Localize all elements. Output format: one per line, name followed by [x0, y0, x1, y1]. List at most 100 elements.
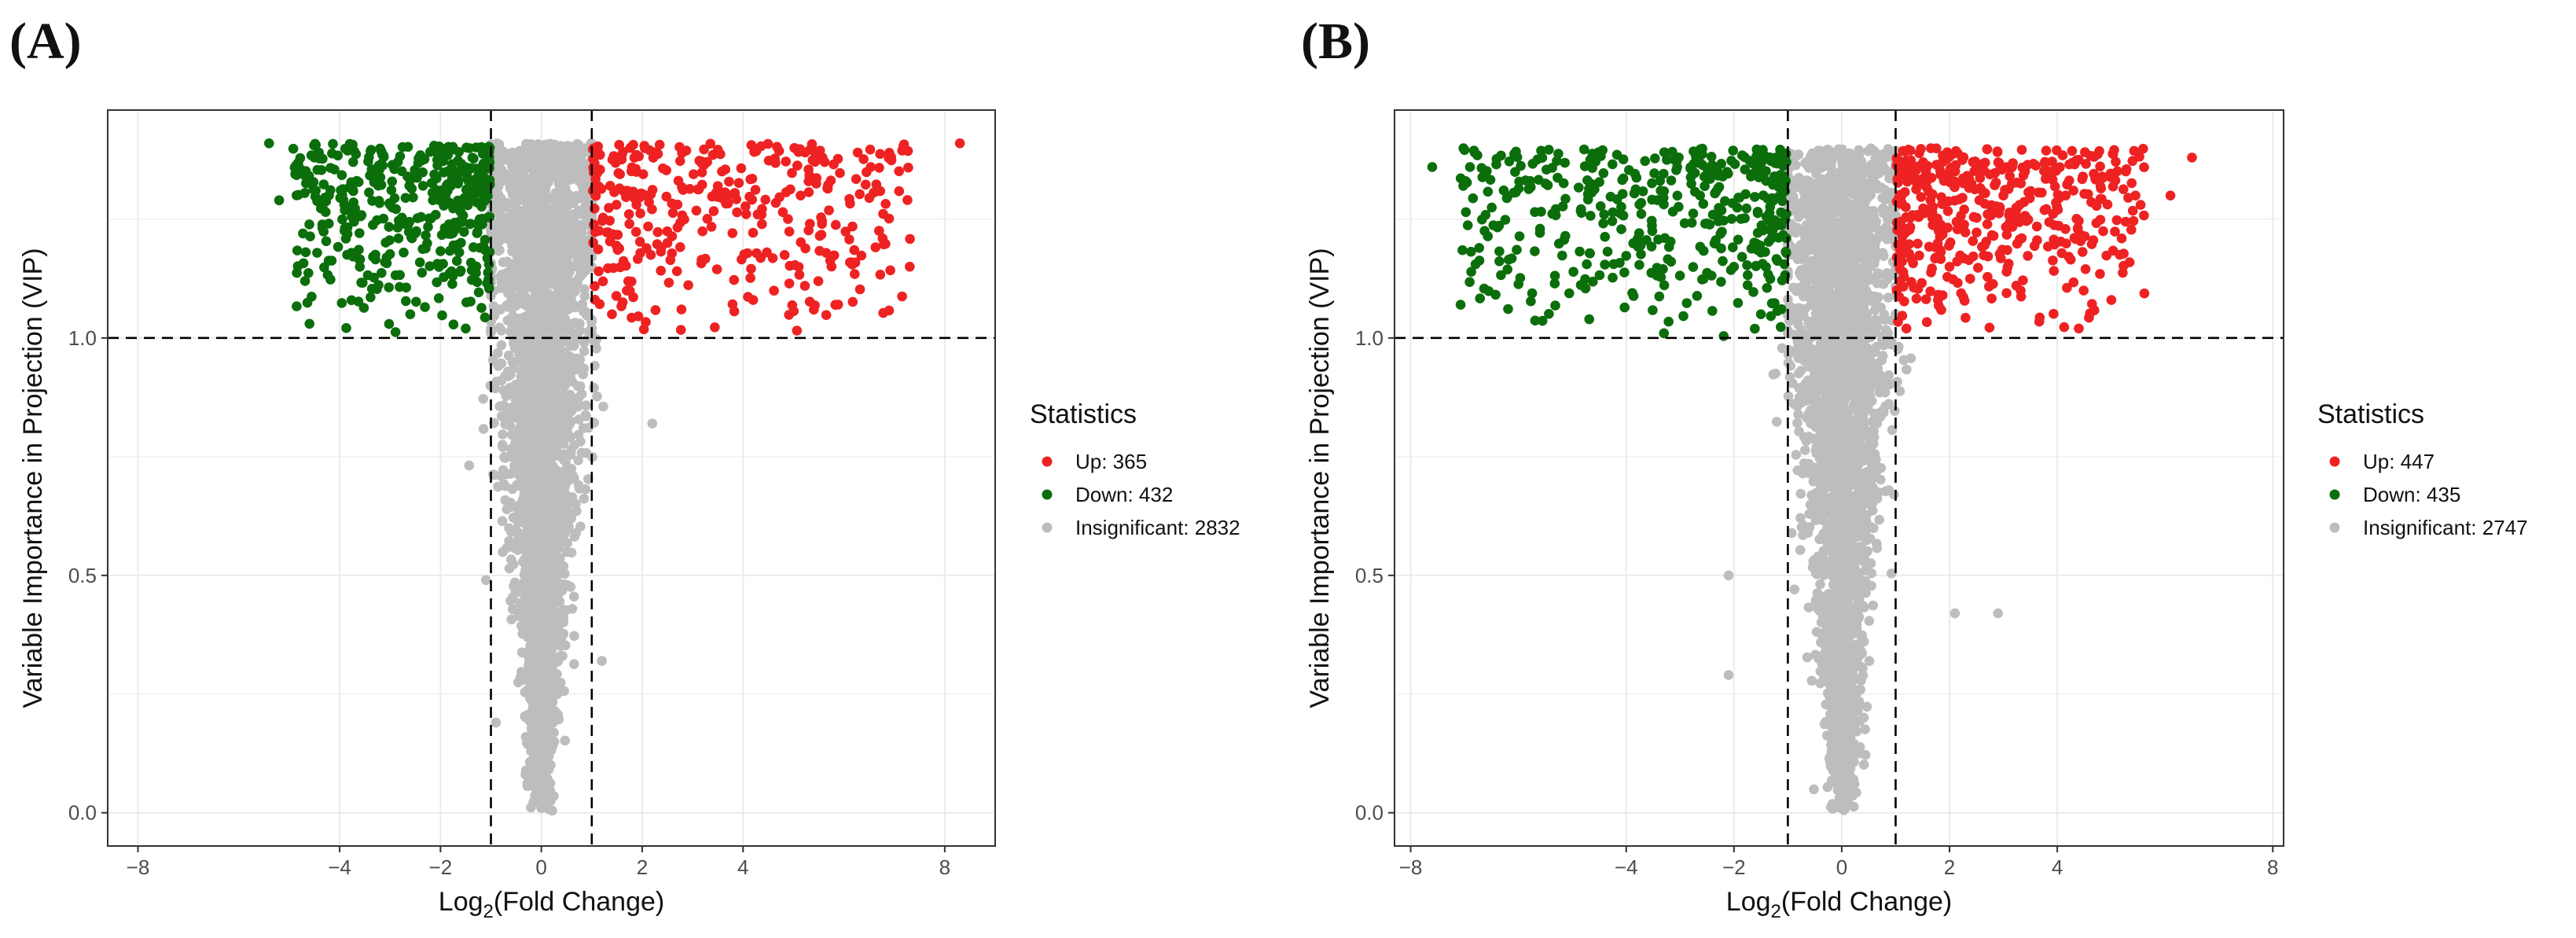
down-point — [390, 327, 401, 337]
down-point — [437, 310, 447, 321]
up-point — [717, 166, 727, 177]
insignificant-point — [498, 429, 508, 440]
insignificant-point — [575, 381, 586, 392]
insignificant-point — [1806, 675, 1817, 686]
insignificant-point — [553, 322, 564, 332]
insignificant-point — [518, 292, 528, 303]
down-point — [484, 152, 494, 163]
up-point — [847, 257, 857, 268]
up-point — [809, 146, 820, 157]
up-point — [683, 280, 693, 291]
down-point — [434, 262, 444, 272]
insignificant-point — [549, 679, 560, 689]
up-point — [784, 226, 795, 237]
insignificant-point — [546, 418, 557, 429]
down-point — [435, 246, 446, 256]
up-point — [708, 206, 719, 216]
down-point — [393, 233, 404, 244]
x-axis-title-main: Log — [439, 887, 483, 917]
insignificant-point — [562, 164, 572, 175]
insignificant-point — [569, 631, 579, 642]
up-point — [878, 307, 888, 318]
down-point — [328, 138, 338, 149]
insignificant-point — [647, 418, 658, 429]
insignificant-point — [545, 429, 555, 439]
down-point — [454, 247, 465, 258]
up-point — [875, 149, 885, 160]
insignificant-point — [543, 569, 553, 579]
insignificant-point — [592, 391, 602, 402]
down-point — [417, 181, 428, 191]
insignificant-point — [524, 715, 535, 726]
down-point — [377, 267, 387, 278]
down-point — [423, 222, 433, 232]
up-point — [667, 198, 678, 209]
insignificant-point — [545, 353, 555, 363]
up-point — [623, 209, 634, 219]
up-point — [630, 226, 641, 237]
insignificant-point — [566, 406, 577, 417]
up-point — [905, 261, 915, 272]
down-point — [342, 249, 352, 260]
insignificant-point — [493, 481, 503, 492]
down-point — [336, 185, 346, 196]
up-point — [792, 326, 803, 336]
down-point — [458, 210, 469, 221]
down-point — [392, 223, 403, 233]
insignificant-point — [577, 299, 588, 310]
legend-title: Statistics — [1030, 399, 1137, 429]
up-point — [835, 167, 845, 178]
down-point — [309, 140, 319, 151]
up-point — [737, 254, 747, 265]
insignificant-point — [538, 715, 548, 726]
down-point — [300, 247, 311, 258]
down-point — [372, 215, 382, 226]
up-point — [748, 227, 759, 238]
insignificant-point — [547, 445, 557, 455]
up-point — [635, 208, 645, 219]
insignificant-point — [542, 778, 553, 789]
up-point — [663, 278, 674, 288]
up-point — [634, 237, 645, 247]
up-point — [903, 162, 913, 173]
insignificant-point — [503, 232, 513, 242]
down-point — [464, 143, 475, 153]
up-point — [879, 239, 889, 250]
up-point — [640, 143, 650, 153]
insignificant-point — [1874, 514, 1884, 525]
insignificant-point — [544, 277, 555, 287]
down-point — [404, 181, 414, 191]
up-point — [711, 264, 722, 274]
insignificant-point — [540, 788, 551, 799]
up-point — [588, 237, 598, 248]
insignificant-point — [544, 556, 554, 566]
insignificant-point — [546, 388, 557, 399]
insignificant-point — [524, 655, 535, 666]
up-point — [732, 207, 742, 218]
insignificant-point — [551, 143, 562, 153]
insignificant-point — [542, 749, 552, 759]
down-point — [427, 187, 438, 198]
down-point — [429, 141, 439, 151]
up-point — [744, 191, 755, 202]
insignificant-point — [535, 395, 546, 406]
up-point — [597, 215, 608, 226]
up-point — [712, 192, 722, 202]
up-point — [610, 157, 621, 168]
up-point — [884, 148, 895, 158]
insignificant-point — [1822, 782, 1833, 793]
up-point — [693, 184, 703, 195]
insignificant-point — [541, 486, 552, 497]
down-point — [348, 197, 359, 208]
up-point — [724, 176, 734, 187]
down-point — [340, 143, 351, 154]
up-point — [597, 276, 608, 287]
up-point — [731, 194, 742, 204]
insignificant-point — [535, 694, 546, 704]
up-point — [796, 190, 806, 200]
down-point — [389, 164, 400, 175]
up-point — [874, 163, 884, 173]
